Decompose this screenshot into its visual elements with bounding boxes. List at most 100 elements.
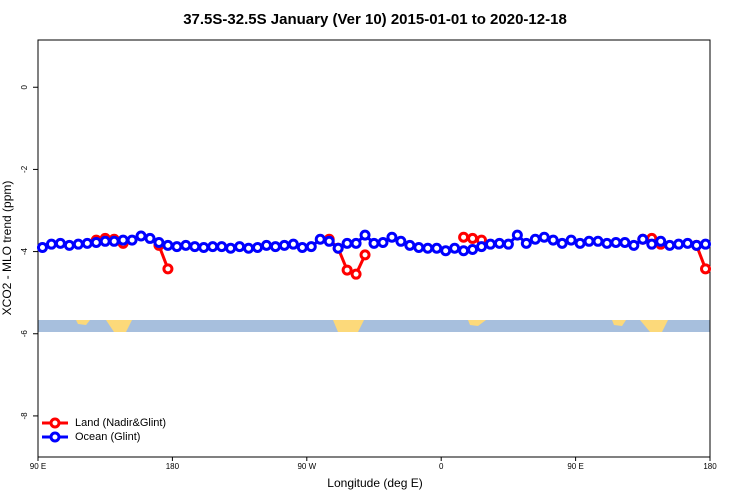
data-point xyxy=(538,231,550,243)
data-point xyxy=(269,241,281,253)
data-point xyxy=(368,237,380,249)
data-point xyxy=(440,245,452,257)
data-point xyxy=(332,242,344,254)
land-shape xyxy=(468,320,486,326)
data-point xyxy=(458,245,470,257)
data-point xyxy=(664,239,676,251)
data-point xyxy=(81,237,93,249)
data-point xyxy=(117,234,129,246)
data-point xyxy=(637,233,649,245)
land-shape xyxy=(106,320,132,332)
chart-title: 37.5S-32.5S January (Ver 10) 2015-01-01 … xyxy=(183,11,567,28)
data-point xyxy=(476,241,488,253)
data-point xyxy=(234,241,246,253)
data-point xyxy=(99,235,111,247)
data-point xyxy=(341,264,353,276)
data-point xyxy=(529,233,541,245)
data-point xyxy=(395,235,407,247)
data-point xyxy=(350,237,362,249)
data-point xyxy=(153,237,165,249)
data-point xyxy=(646,238,658,250)
data-point xyxy=(449,242,461,254)
data-point xyxy=(413,241,425,253)
data-point xyxy=(404,239,416,251)
data-point xyxy=(305,241,317,253)
data-point xyxy=(467,244,479,256)
data-point xyxy=(36,241,48,253)
data-point xyxy=(359,249,371,261)
x-tick-label: 90 E xyxy=(567,462,583,471)
legend-marker xyxy=(49,417,61,429)
data-point xyxy=(574,237,586,249)
data-point xyxy=(502,238,514,250)
data-point xyxy=(655,235,667,247)
data-point xyxy=(341,237,353,249)
data-point xyxy=(583,235,595,247)
data-point xyxy=(458,231,470,243)
y-tick-label: -6 xyxy=(20,330,29,338)
y-axis-label: XCO2 - MLO trend (ppm) xyxy=(0,181,14,316)
data-point xyxy=(90,237,102,249)
y-tick-label: 0 xyxy=(20,84,29,89)
data-point xyxy=(700,238,712,250)
land-shape xyxy=(76,320,90,325)
data-point xyxy=(314,233,326,245)
data-point xyxy=(216,241,228,253)
data-point xyxy=(682,237,694,249)
data-point xyxy=(54,237,66,249)
data-point xyxy=(431,242,443,254)
data-point xyxy=(467,232,479,244)
data-point xyxy=(323,235,335,247)
data-point xyxy=(135,230,147,242)
x-axis-label: Longitude (deg E) xyxy=(327,476,422,490)
x-tick-label: 180 xyxy=(166,462,180,471)
data-point xyxy=(260,239,272,251)
data-point xyxy=(610,237,622,249)
y-tick-label: -2 xyxy=(20,165,29,173)
data-point xyxy=(691,239,703,251)
data-point xyxy=(377,237,389,249)
data-point xyxy=(619,237,631,249)
data-point xyxy=(144,232,156,244)
data-point xyxy=(493,237,505,249)
data-point xyxy=(162,263,174,275)
land-shape xyxy=(612,320,626,326)
data-point xyxy=(565,234,577,246)
data-point xyxy=(171,241,183,253)
data-point xyxy=(628,239,640,251)
data-point xyxy=(350,268,362,280)
data-point xyxy=(422,242,434,254)
data-point xyxy=(189,241,201,253)
legend-label: Land (Nadir&Glint) xyxy=(75,417,166,429)
y-tick-label: -4 xyxy=(20,247,29,255)
data-point xyxy=(592,235,604,247)
data-point xyxy=(556,237,568,249)
data-point xyxy=(45,238,57,250)
land-shape xyxy=(640,320,668,332)
legend-marker xyxy=(49,431,61,443)
data-point xyxy=(180,239,192,251)
data-point xyxy=(72,238,84,250)
data-point xyxy=(547,234,559,246)
data-point xyxy=(63,239,75,251)
data-point xyxy=(673,238,685,250)
legend-label: Ocean (Glint) xyxy=(75,431,140,443)
data-point xyxy=(252,241,264,253)
land-shape xyxy=(333,320,364,332)
data-point xyxy=(700,263,712,275)
data-point xyxy=(296,241,308,253)
data-point xyxy=(162,239,174,251)
legend: Land (Nadir&Glint) Ocean (Glint) xyxy=(42,417,166,443)
data-point xyxy=(278,239,290,251)
data-point xyxy=(601,237,613,249)
data-point xyxy=(198,241,210,253)
data-point xyxy=(484,238,496,250)
x-tick-label: 90 E xyxy=(30,462,46,471)
data-point xyxy=(126,234,138,246)
x-tick-label: 180 xyxy=(703,462,717,471)
data-point xyxy=(207,241,219,253)
ocean-strip xyxy=(38,320,710,332)
data-point xyxy=(108,235,120,247)
data-point xyxy=(225,242,237,254)
